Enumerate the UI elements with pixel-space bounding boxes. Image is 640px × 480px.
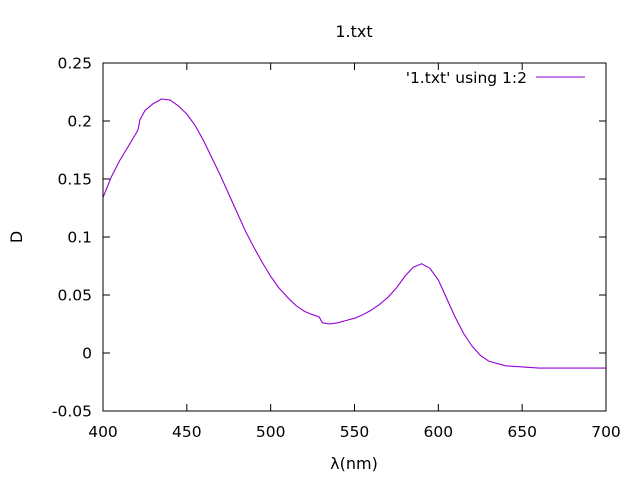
legend-label: '1.txt' using 1:2: [406, 69, 527, 87]
series-layer: [102, 98, 606, 369]
plot-frame: [102, 62, 607, 412]
x-tick-label: 650: [507, 423, 537, 441]
x-tick-label: 550: [340, 423, 370, 441]
chart-title: 1.txt: [335, 22, 372, 41]
x-tick-label: 700: [591, 423, 621, 441]
y-tick-label: 0.05: [57, 287, 92, 305]
x-tick-label: 400: [88, 423, 118, 441]
y-tick-label: 0.25: [57, 55, 92, 73]
y-axis-ticks: -0.05 0 0.05 0.1 0.15 0.2 0.25: [52, 55, 606, 421]
x-tick-label: 600: [424, 423, 454, 441]
y-tick-label: 0: [82, 345, 92, 363]
x-tick-label: 450: [172, 423, 202, 441]
y-tick-label: 0.15: [57, 171, 92, 189]
y-tick-label: -0.05: [52, 403, 92, 421]
x-axis-label: λ(nm): [330, 454, 378, 473]
x-tick-label: 500: [256, 423, 286, 441]
y-tick-label: 0.2: [67, 113, 92, 131]
x-axis-ticks: 400 450 500 550 600 650 700: [88, 63, 621, 441]
legend: '1.txt' using 1:2: [406, 69, 585, 87]
series-line: [102, 98, 606, 369]
y-tick-label: 0.1: [67, 229, 92, 247]
y-axis-label: D: [7, 231, 26, 243]
